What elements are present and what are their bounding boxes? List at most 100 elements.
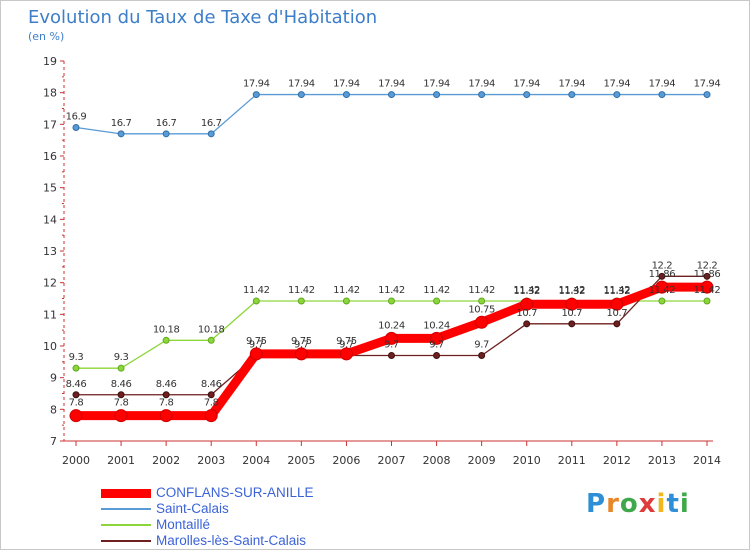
data-point-conflans-sur-anille: [385, 331, 398, 345]
data-label-montaille: 11.42: [378, 285, 405, 296]
data-label-saint-calais: 17.94: [513, 79, 540, 90]
data-label-montaille: 11.42: [604, 285, 631, 296]
series-layer: [69, 91, 714, 423]
data-label-montaille: 9.3: [69, 352, 84, 363]
y-tick-label: 9: [50, 372, 57, 385]
y-tick-label: 18: [43, 87, 57, 100]
data-point-marolles-les-saint-calais: [72, 391, 80, 399]
logo-letter: r: [606, 489, 620, 519]
data-point-marolles-les-saint-calais: [523, 320, 531, 328]
x-tick-label: 2007: [378, 454, 406, 467]
data-point-conflans-sur-anille: [249, 347, 263, 361]
data-point-montaille: [433, 297, 441, 305]
y-tick-label: 12: [43, 277, 57, 290]
logo-letter: i: [656, 489, 667, 519]
data-label-saint-calais: 16.7: [111, 118, 132, 129]
data-point-saint-calais: [523, 91, 531, 99]
data-label-conflans-sur-anille: 9.75: [336, 336, 357, 347]
data-label-montaille: 11.42: [243, 285, 270, 296]
legend-label: CONFLANS-SUR-ANILLE: [156, 485, 314, 500]
data-label-conflans-sur-anille: 7.8: [159, 398, 174, 409]
legend-swatch: [101, 508, 151, 510]
x-tick-label: 2009: [468, 454, 496, 467]
data-point-montaille: [162, 336, 170, 344]
data-label-marolles-les-saint-calais: 8.46: [201, 379, 222, 390]
y-tick-label: 7: [50, 435, 57, 448]
data-point-saint-calais: [478, 91, 486, 99]
data-point-saint-calais: [72, 124, 80, 131]
data-label-marolles-les-saint-calais: 10.7: [561, 308, 582, 319]
legend-swatch: [101, 524, 151, 526]
data-point-marolles-les-saint-calais: [162, 391, 170, 399]
data-point-marolles-les-saint-calais: [207, 391, 215, 399]
data-point-marolles-les-saint-calais: [658, 272, 666, 280]
proxiti-logo: Proxiti: [586, 489, 690, 519]
data-label-marolles-les-saint-calais: 8.46: [156, 379, 177, 390]
data-label-conflans-sur-anille: 7.8: [114, 398, 129, 409]
data-label-saint-calais: 17.94: [694, 79, 721, 90]
data-label-saint-calais: 17.94: [558, 79, 585, 90]
data-label-conflans-sur-anille: 11.86: [649, 269, 676, 280]
legend-swatch: [101, 489, 151, 498]
data-label-conflans-sur-anille: 9.75: [246, 336, 267, 347]
data-point-conflans-sur-anille: [339, 347, 353, 361]
data-label-conflans-sur-anille: 11.32: [513, 286, 540, 297]
x-tick-label: 2012: [603, 454, 631, 467]
data-point-conflans-sur-anille: [159, 409, 173, 423]
legend-label: Saint-Calais: [156, 501, 229, 516]
data-point-montaille: [117, 364, 125, 372]
data-point-saint-calais: [252, 91, 260, 99]
axes: 7 8 9 10 11 12 13 14 15 16 17 18 19 2000 2001 2002 2003 2…: [43, 55, 721, 467]
chart-subtitle: (en %): [28, 30, 65, 43]
data-label-montaille: 11.42: [694, 285, 721, 296]
data-point-montaille: [703, 297, 711, 305]
data-label-marolles-les-saint-calais: 12.2: [697, 260, 718, 271]
chart-title: Evolution du Taux de Taxe d'Habitation: [28, 7, 378, 28]
data-label-marolles-les-saint-calais: 8.46: [66, 379, 87, 390]
data-label-saint-calais: 17.94: [243, 79, 270, 90]
y-tick-label: 13: [43, 245, 57, 258]
data-point-saint-calais: [388, 91, 395, 99]
data-label-conflans-sur-anille: 10.24: [423, 320, 450, 331]
x-tick-label: 2000: [62, 454, 90, 467]
data-point-marolles-les-saint-calais: [703, 272, 711, 280]
x-tick-label: 2014: [693, 454, 721, 467]
data-point-marolles-les-saint-calais: [117, 391, 125, 399]
x-tick-label: 2003: [197, 454, 225, 467]
data-point-conflans-sur-anille: [204, 409, 218, 423]
logo-letter: t: [666, 489, 680, 519]
data-label-saint-calais: 16.9: [66, 112, 87, 123]
data-point-montaille: [478, 297, 486, 305]
y-tick-label: 8: [50, 403, 57, 416]
data-label-marolles-les-saint-calais: 12.2: [652, 260, 673, 271]
data-point-conflans-sur-anille: [114, 409, 128, 423]
data-label-saint-calais: 16.7: [201, 118, 222, 129]
data-point-conflans-sur-anille: [700, 280, 714, 294]
data-point-montaille: [207, 336, 215, 344]
logo-letter: i: [679, 489, 690, 519]
data-label-marolles-les-saint-calais: 9.7: [294, 340, 309, 351]
y-tick-label: 16: [43, 150, 57, 163]
x-tick-label: 2005: [287, 454, 315, 467]
legend-label: Marolles-lès-Saint-Calais: [156, 533, 307, 548]
legend-swatch: [101, 540, 151, 542]
logo-letter: x: [638, 489, 657, 519]
data-point-saint-calais: [613, 91, 621, 99]
y-tick-label: 10: [43, 340, 57, 353]
data-labels-layer: 7.8 7.8 7.8 7.8 9.75 9.75 9.75 10.24 10.24 10.75 1…: [66, 79, 721, 409]
data-label-saint-calais: 17.94: [378, 79, 405, 90]
logo-letter: o: [619, 489, 639, 519]
data-label-saint-calais: 17.94: [333, 79, 360, 90]
data-point-montaille: [297, 297, 305, 305]
data-point-saint-calais: [568, 91, 576, 99]
data-label-saint-calais: 17.94: [604, 79, 631, 90]
data-label-conflans-sur-anille: 11.32: [604, 286, 631, 297]
data-point-saint-calais: [297, 91, 305, 99]
line-chart: 7 8 9 10 11 12 13 14 15 16 17 18 19 2000 2001 2002 2003 2…: [43, 55, 721, 467]
data-label-marolles-les-saint-calais: 8.46: [111, 379, 132, 390]
data-point-conflans-sur-anille: [520, 297, 534, 311]
x-tick-label: 2002: [152, 454, 180, 467]
data-point-conflans-sur-anille: [69, 409, 83, 423]
data-point-marolles-les-saint-calais: [568, 320, 576, 328]
legend-label: Montaillé: [156, 517, 211, 532]
